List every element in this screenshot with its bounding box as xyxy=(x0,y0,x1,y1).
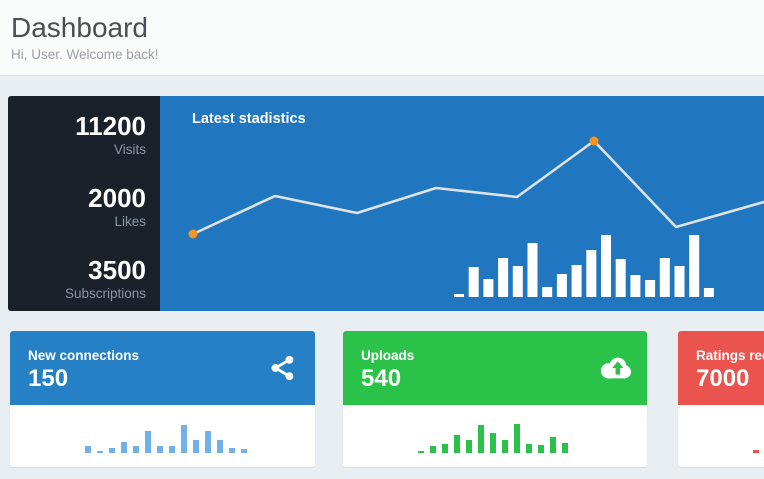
chart-title: Latest stadistics xyxy=(192,111,306,127)
main-chart xyxy=(188,136,764,297)
card-label: Uploads xyxy=(361,348,415,363)
card[interactable]: New connections 150 xyxy=(10,331,315,467)
card-value: 7000 xyxy=(696,365,750,392)
statistics-widget: 11200 Visits 2000 Likes 3500 Subscriptio… xyxy=(8,96,764,311)
likes-value: 2000 xyxy=(88,182,146,213)
card[interactable]: Uploads 540 xyxy=(343,331,647,467)
card-header-new-connections: New connections 150 xyxy=(10,331,315,405)
subscriptions-label: Subscriptions xyxy=(64,285,146,301)
card-value: 540 xyxy=(361,365,402,392)
stat-likes: 2000 Likes xyxy=(18,182,146,230)
cloud-upload-icon xyxy=(599,352,631,384)
page-title: Dashboard xyxy=(11,12,148,43)
visits-value: 11200 xyxy=(75,111,146,141)
card-body xyxy=(678,405,764,467)
card-header-ratings: Ratings received 7000 xyxy=(678,331,764,405)
card-label: Ratings received xyxy=(696,348,764,363)
dashboard-content: 11200 Visits 2000 Likes 3500 Subscriptio… xyxy=(0,76,764,467)
page-header: Dashboard Hi, User. Welcome back! xyxy=(0,0,764,76)
stat-subscriptions: 3500 Subscriptions xyxy=(18,254,146,301)
card-label: New connections xyxy=(28,348,140,363)
card-sparkline xyxy=(85,425,247,453)
subscriptions-value: 3500 xyxy=(88,254,146,285)
card-header-uploads: Uploads 540 xyxy=(343,331,647,405)
likes-label: Likes xyxy=(114,214,146,230)
stats-sidebar: 11200 Visits 2000 Likes 3500 Subscriptio… xyxy=(8,96,160,311)
card[interactable]: Ratings received 7000 xyxy=(678,331,764,467)
visits-label: Visits xyxy=(113,142,146,158)
cards-row: New connections 150 Uploads xyxy=(8,331,764,467)
card-body xyxy=(343,405,647,467)
card-sparkline xyxy=(753,450,759,453)
card-body xyxy=(10,405,315,467)
card-value: 150 xyxy=(28,365,69,392)
latest-statistics-panel: Latest stadistics xyxy=(160,96,764,311)
welcome-message: Hi, User. Welcome back! xyxy=(11,46,159,62)
share-icon xyxy=(267,352,299,384)
stat-visits: 11200 Visits xyxy=(18,111,146,158)
card-sparkline xyxy=(418,424,568,453)
